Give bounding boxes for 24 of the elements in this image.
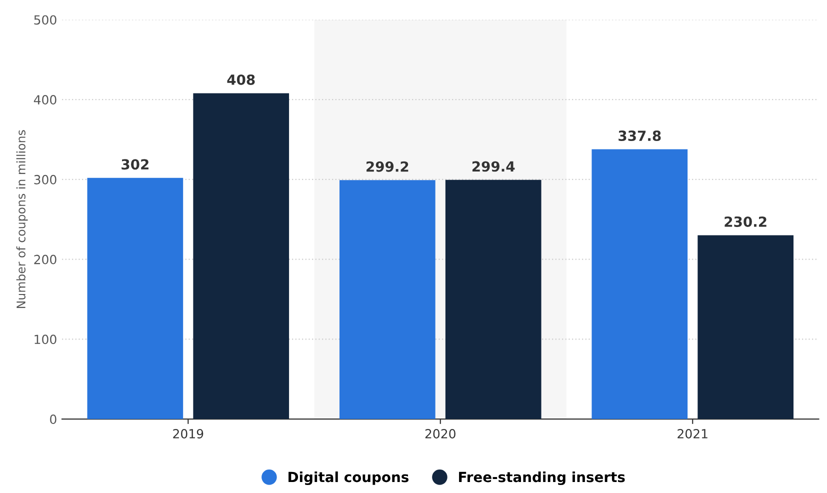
data-label: 299.4 — [472, 161, 515, 172]
x-tick-label: 2020 — [425, 428, 456, 438]
y-tick-label: 200 — [34, 254, 56, 264]
bar — [592, 149, 688, 420]
bar — [339, 180, 436, 420]
y-tick-label: 500 — [34, 15, 56, 25]
data-label: 230.2 — [724, 216, 766, 227]
x-tick-label: 2021 — [678, 428, 708, 438]
data-label: 299.2 — [366, 161, 408, 172]
y-axis-title: Number of coupons in millions — [16, 130, 28, 308]
bar — [445, 180, 542, 420]
x-tick-label: 2019 — [173, 428, 204, 438]
y-tick-label: 100 — [34, 334, 56, 344]
bar — [87, 178, 184, 420]
legend-label: Free-standing inserts — [459, 471, 625, 486]
data-label: 337.8 — [618, 130, 661, 142]
y-tick-label: 300 — [34, 174, 56, 184]
data-label: 408 — [227, 74, 255, 85]
bar — [193, 93, 290, 420]
bar — [698, 235, 794, 420]
y-tick-label: 400 — [34, 95, 56, 105]
legend-label: Digital coupons — [288, 471, 408, 486]
y-tick-label: 0 — [50, 414, 56, 424]
data-label: 302 — [122, 159, 148, 170]
